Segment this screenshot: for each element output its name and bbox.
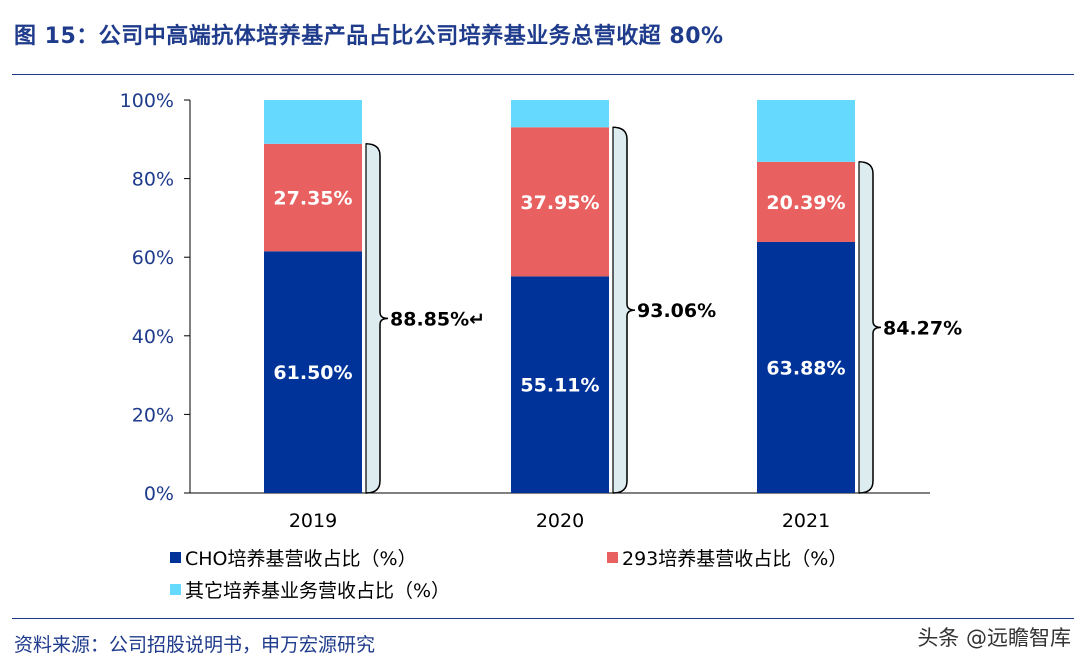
bar-cho-2019: [264, 251, 362, 493]
y-tick-label: 20%: [132, 404, 174, 426]
annotation-total-2019: 88.85%↵: [390, 308, 485, 330]
legend-swatch-cho: [170, 552, 181, 563]
legend-swatch-other: [170, 584, 181, 595]
bar-other-2019: [264, 100, 362, 144]
legend-swatch-293: [607, 552, 618, 563]
data-label-cho-2021: 63.88%: [766, 357, 845, 379]
brace-outline-2020: [612, 126, 636, 494]
data-label-cho-2019: 61.50%: [273, 362, 352, 384]
legend-label-cho: CHO培养基营收占比（%）: [185, 548, 417, 570]
annotation-total-2020: 93.06%: [637, 300, 716, 322]
data-label-s293-2019: 27.35%: [273, 188, 352, 210]
legend-item-293: 293培养基营收占比（%）: [607, 544, 847, 571]
x-tick-label-2020: 2020: [536, 510, 584, 532]
x-tick-label-2021: 2021: [782, 510, 830, 532]
legend-label-other: 其它培养基业务营收占比（%）: [185, 580, 451, 602]
x-tick-label-2019: 2019: [289, 510, 337, 532]
bar-s293-2019: [264, 143, 362, 252]
title-divider: [12, 74, 1074, 75]
data-label-s293-2020: 37.95%: [520, 192, 599, 214]
y-tick-label: 40%: [132, 326, 174, 348]
bar-other-2021: [757, 100, 855, 162]
y-tick-label: 0%: [144, 483, 174, 505]
footer-divider: [12, 618, 1074, 619]
legend-item-cho: CHO培养基营收占比（%）: [170, 544, 417, 571]
bar-other-2020: [511, 100, 609, 128]
source-note: 资料来源：公司招股说明书，申万宏源研究: [14, 634, 376, 656]
data-label-cho-2020: 55.11%: [520, 375, 599, 397]
figure-title: 图 15：公司中高端抗体培养基产品占比公司培养基业务总营收超 80%: [14, 24, 724, 49]
brace-outline-2021: [858, 161, 882, 494]
y-tick-label: 80%: [132, 169, 174, 191]
bar-cho-2021: [757, 241, 855, 493]
bar-s293-2020: [511, 127, 609, 277]
data-label-s293-2021: 20.39%: [766, 192, 845, 214]
brace-outline-2019: [365, 143, 389, 494]
y-tick-label: 100%: [120, 90, 174, 112]
legend-label-293: 293培养基营收占比（%）: [622, 548, 848, 570]
y-tick-label: 60%: [132, 247, 174, 269]
bar-cho-2020: [511, 276, 609, 493]
legend-item-other: 其它培养基业务营收占比（%）: [170, 576, 450, 603]
watermark: 头条 @远瞻智库: [917, 626, 1071, 650]
bar-s293-2021: [757, 161, 855, 242]
annotation-total-2021: 84.27%: [883, 317, 962, 339]
